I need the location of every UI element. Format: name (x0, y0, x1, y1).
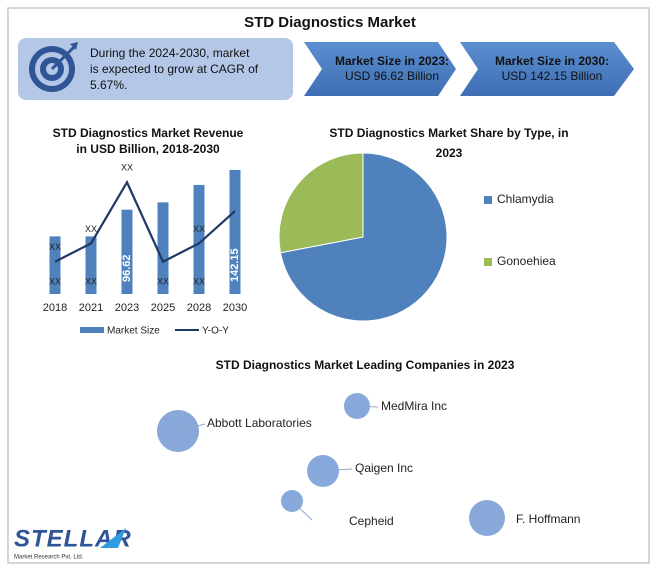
x-tick-label: 2025 (151, 302, 175, 314)
main-title: STD Diagnostics Market (244, 14, 416, 31)
logo-tagline: Market Research Pvt. Ltd. (14, 555, 84, 561)
cagr-line: is expected to grow at CAGR of (90, 62, 259, 76)
line-label: XX (85, 224, 97, 234)
company-label: MedMira Inc (381, 399, 447, 413)
callout-value: USD 142.15 Billion (502, 69, 603, 83)
x-tick-label: 2028 (187, 302, 211, 314)
bar (157, 202, 169, 294)
bar (121, 209, 133, 294)
bar-label: XX (49, 276, 61, 286)
bar-label: XX (85, 276, 97, 286)
chart-title: in USD Billion, 2018-2030 (76, 142, 220, 156)
leader-line (291, 500, 313, 521)
line-label: XX (49, 242, 61, 252)
section-title: STD Diagnostics Market Leading Companies… (216, 358, 515, 372)
x-tick-label: 2021 (79, 302, 103, 314)
line (54, 179, 236, 264)
callout-value: USD 96.62 Billion (345, 69, 439, 83)
callout-label: Market Size in 2023: (335, 54, 449, 68)
bar-label: 142.15 (229, 248, 241, 282)
chart-title: STD Diagnostics Market Share by Type, in (329, 126, 568, 140)
bar (49, 236, 61, 294)
cagr-box (18, 38, 293, 100)
bubble (469, 500, 505, 536)
bar (193, 184, 205, 294)
x-tick-label: 2018 (43, 302, 67, 314)
target-icon (29, 42, 78, 92)
line-label: XX (121, 163, 133, 173)
company-label: Cepheid (349, 514, 394, 528)
company-label: Abbott Laboratories (207, 416, 312, 430)
bar (85, 236, 97, 294)
legend-label: Gonoehiea (497, 254, 556, 268)
bar-label: XX (157, 276, 169, 286)
x-tick-label: 2030 (223, 302, 247, 314)
legend-swatch (484, 258, 492, 266)
logo-mark (100, 528, 126, 548)
company-label: Qaigen Inc (355, 461, 413, 475)
cagr-line: 5.67%. (90, 78, 127, 92)
chart-title: 2023 (436, 146, 463, 160)
legend-label: Y-O-Y (202, 326, 229, 337)
bar-label: XX (193, 276, 205, 286)
callout-label: Market Size in 2030: (495, 54, 609, 68)
pie-slice (279, 152, 448, 322)
pie-slice (278, 152, 364, 254)
legend-label: Market Size (107, 326, 160, 337)
legend-label: Chlamydia (497, 192, 554, 206)
legend-swatch (484, 196, 492, 204)
legend-swatch (80, 327, 104, 333)
cagr-line: During the 2024-2030, market (90, 46, 250, 60)
bar-label: 96.62 (121, 254, 133, 282)
callout-arrow (304, 42, 456, 96)
line-label: XX (193, 224, 205, 234)
bar (229, 169, 241, 294)
callout-arrow (460, 42, 634, 96)
x-tick-label: 2023 (115, 302, 139, 314)
leader-line (177, 423, 206, 432)
leader-line (356, 405, 379, 408)
company-label: F. Hoffmann (516, 512, 580, 526)
leader-line (322, 468, 353, 472)
chart-title: STD Diagnostics Market Revenue (53, 126, 244, 140)
